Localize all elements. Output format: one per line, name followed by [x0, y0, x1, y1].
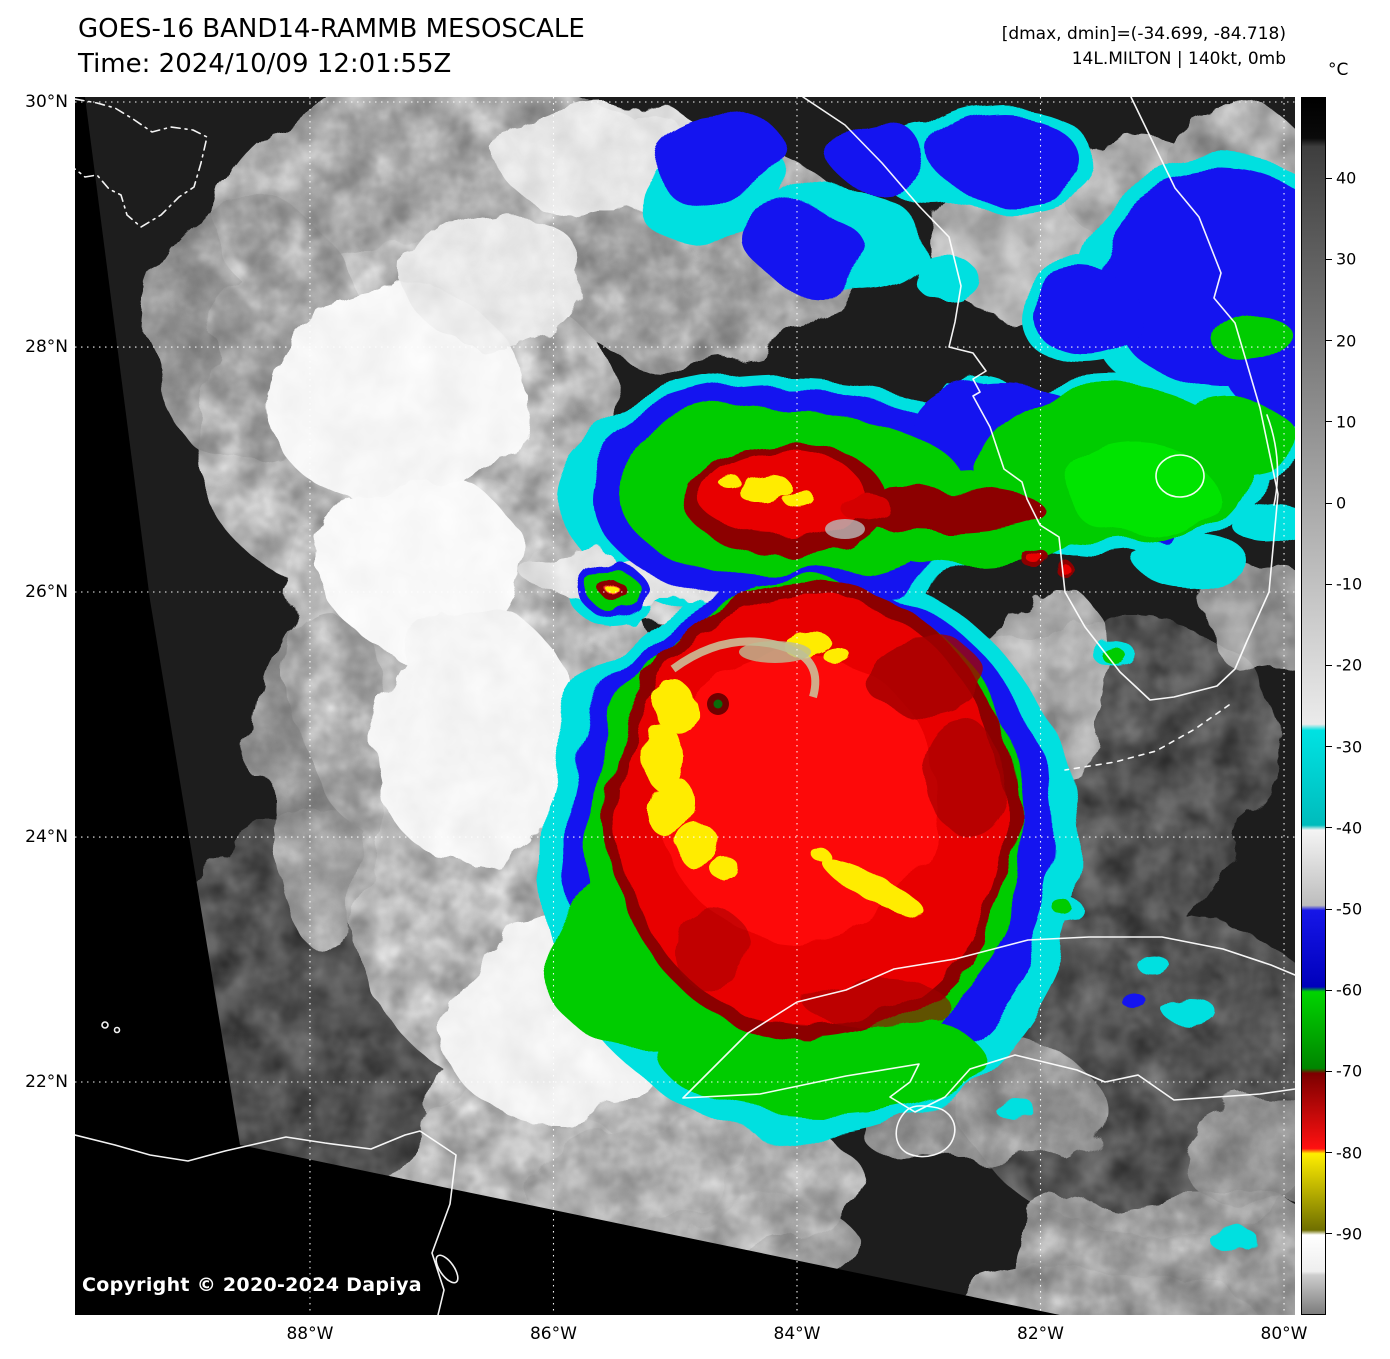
colorbar-tick-mark	[1326, 989, 1332, 991]
coastline-lake-okeechobee	[1155, 454, 1205, 498]
coastline-cozumel	[435, 1254, 459, 1284]
coastline-cuba	[682, 936, 1295, 1113]
colorbar-tick-mark	[1326, 827, 1332, 829]
hurricane-milton	[600, 441, 1075, 1040]
storm-info: 14L.MILTON | 140kt, 0mb	[1071, 49, 1286, 69]
lon-tick-label: 80°W	[1260, 1324, 1308, 1344]
colorbar-tick-mark	[1326, 664, 1332, 666]
lon-tick-label: 86°W	[529, 1324, 577, 1344]
lon-tick-label: 84°W	[773, 1324, 821, 1344]
colorbar-tick-label: 30	[1336, 249, 1357, 269]
colorbar-tick-mark	[1326, 421, 1332, 423]
lon-tick-label: 82°W	[1017, 1324, 1064, 1344]
coastline-bahama-bank	[1266, 414, 1279, 506]
coastline-florida	[802, 97, 1279, 701]
colorbar-tick-label: -70	[1336, 1061, 1363, 1081]
colorbar-unit-label: °C	[1328, 60, 1349, 80]
copyright-watermark: Copyright © 2020-2024 Dapiya	[82, 1274, 422, 1296]
colorbar-tick-label: -90	[1336, 1224, 1363, 1244]
colorbar-tick-label: -80	[1336, 1143, 1363, 1163]
colorbar-tick-label: 10	[1336, 412, 1357, 432]
colorbar-tick-mark	[1326, 177, 1332, 179]
dmax-dmin-readout: [dmax, dmin]=(-34.699, -84.718)	[1001, 24, 1286, 44]
lat-tick-label: 28°N	[25, 337, 68, 358]
colorbar-tick-mark	[1326, 502, 1332, 504]
map-canvas	[75, 97, 1295, 1315]
colorbar-tick-label: -20	[1336, 655, 1363, 675]
lon-tick-label: 88°W	[286, 1324, 334, 1344]
gray-clouds-southeast	[845, 1042, 1295, 1315]
colorbar-tick-mark	[1326, 746, 1332, 748]
colorbar-tick-label: 0	[1336, 493, 1347, 513]
coastline-florida-keys	[1064, 704, 1230, 771]
colorbar-tick-mark	[1326, 1152, 1332, 1154]
eye-details	[670, 519, 865, 715]
colorbar-tick-mark	[1326, 908, 1332, 910]
colorbar-tick-label: -60	[1336, 980, 1363, 1000]
gray-cloud-bright-cores	[265, 102, 715, 1122]
satellite-map: Copyright © 2020-2024 Dapiya	[75, 97, 1295, 1315]
colorbar-tick-label: -50	[1336, 899, 1363, 919]
lat-tick-label: 26°N	[25, 581, 68, 602]
yellow-layer	[607, 474, 928, 918]
coastlines	[75, 97, 1295, 1315]
coastline-gulf-coast	[75, 98, 208, 228]
lat-tick-label: 30°N	[25, 91, 68, 112]
colorbar	[1301, 97, 1326, 1315]
lat-tick-label: 22°N	[25, 1071, 68, 1092]
colorbar-tick-mark	[1326, 583, 1332, 585]
colorbar-tick-mark	[1326, 258, 1332, 260]
lat-tick-label: 24°N	[25, 827, 68, 848]
coastline-isla-juventud	[895, 1105, 956, 1158]
product-time: Time: 2024/10/09 12:01:55Z	[78, 49, 452, 79]
coastline-alacranes-reef	[101, 1021, 109, 1029]
colorbar-tick-mark	[1326, 1233, 1332, 1235]
gridline-layer	[75, 97, 1295, 1315]
colorbar-tick-label: 40	[1336, 168, 1357, 188]
colorbar-tick-label: -30	[1336, 737, 1363, 757]
coastline-alacranes-reef	[113, 1026, 121, 1034]
colorbar-tick-label: -10	[1336, 574, 1363, 594]
coastline-yucatan	[75, 1130, 457, 1315]
colorbar-tick-mark	[1326, 1070, 1332, 1072]
colorbar-tick-mark	[1326, 340, 1332, 342]
colorbar-tick-label: 20	[1336, 331, 1357, 351]
colorbar-tick-label: -40	[1336, 818, 1363, 838]
satellite-imagery	[85, 97, 1295, 1315]
product-title: GOES-16 BAND14-RAMMB MESOSCALE	[78, 14, 585, 44]
